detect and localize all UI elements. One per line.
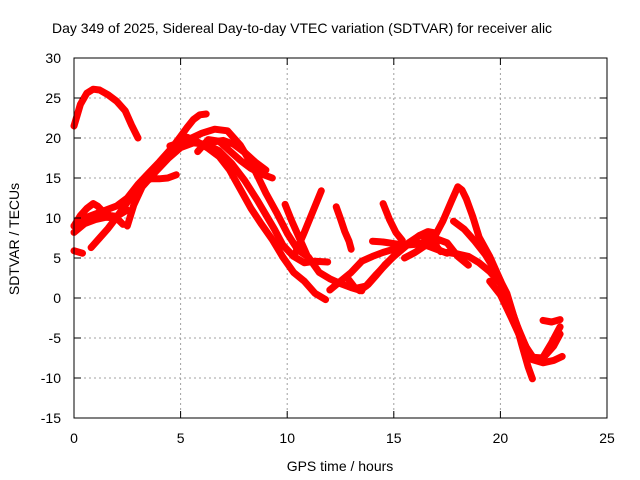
x-tick-label: 15	[386, 430, 402, 446]
y-tick-label: 30	[45, 50, 61, 66]
x-tick-label: 0	[70, 430, 78, 446]
series-layer	[70, 85, 566, 383]
series-line-arc-14	[332, 203, 355, 253]
series-line-arc-12	[281, 200, 312, 263]
x-tick-label: 20	[493, 430, 509, 446]
series-line-arc-25	[539, 316, 564, 326]
x-axis-label: GPS time / hours	[287, 458, 394, 474]
y-tick-label: 20	[45, 130, 61, 146]
series-line-arc-13	[292, 187, 325, 256]
y-tick-label: -5	[49, 330, 62, 346]
series-line-arc-1	[70, 85, 142, 142]
series-line-arc-11	[209, 136, 270, 174]
series-line-arc-17	[356, 228, 440, 295]
x-tick-label: 10	[279, 430, 295, 446]
y-tick-label: 10	[45, 210, 61, 226]
y-tick-label: 25	[45, 90, 61, 106]
chart-title: Day 349 of 2025, Sidereal Day-to-day VTE…	[52, 20, 552, 36]
x-tick-label: 25	[599, 430, 615, 446]
plot-frame	[73, 57, 608, 419]
series-line-arc-9	[183, 133, 330, 304]
series-line-arc-19	[379, 200, 406, 244]
y-tick-label: 5	[53, 250, 61, 266]
y-tick-label: -10	[41, 370, 61, 386]
series-line-arc-6	[87, 171, 180, 252]
series-line-arc-7	[123, 139, 332, 267]
series-line-arc-5	[70, 247, 86, 257]
series-line-arc-24	[486, 277, 564, 362]
y-tick-label: -15	[41, 410, 61, 426]
series-line-arc-8	[166, 125, 366, 295]
series-line-arc-22	[450, 217, 536, 383]
series-line-arc-2	[70, 110, 210, 230]
y-axis-label: SDTVAR / TECUs	[6, 183, 22, 295]
y-tick-label: 15	[45, 170, 61, 186]
axis-ticks: 0 5 10 15 20 25 -15 -10 -5 0 5 10 15 20 25 30	[41, 50, 615, 446]
x-tick-label: 5	[177, 430, 185, 446]
y-tick-label: 0	[53, 290, 61, 306]
